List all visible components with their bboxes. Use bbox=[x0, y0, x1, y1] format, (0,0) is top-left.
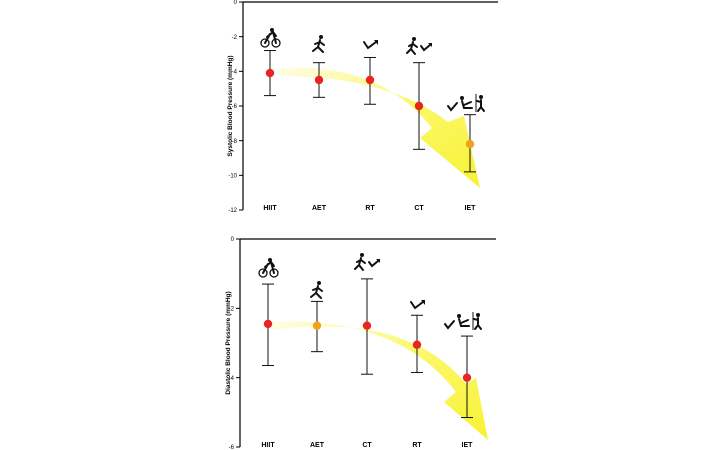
mean-point bbox=[314, 75, 324, 85]
y-tick-label: 0 bbox=[231, 237, 235, 243]
y-axis-label: Systolic Blood Pressure (mmHg) bbox=[227, 55, 234, 156]
error-bars bbox=[262, 278, 473, 419]
runner-strength-icon bbox=[406, 37, 432, 55]
x-tick-label: IET bbox=[465, 205, 477, 212]
cyclist-icon bbox=[258, 258, 279, 278]
strength-icon bbox=[363, 40, 378, 50]
mean-point bbox=[365, 75, 375, 85]
mean-points bbox=[265, 68, 475, 149]
runner-strength-icon bbox=[354, 253, 380, 271]
y-tick-label: -12 bbox=[228, 208, 237, 214]
mean-point bbox=[462, 373, 472, 382]
mean-point bbox=[265, 68, 275, 78]
y-axis-label: Diastolic Blood Pressure (mmHg) bbox=[225, 291, 232, 394]
x-tick-label: AET bbox=[310, 442, 325, 449]
x-tick-label: RT bbox=[412, 442, 422, 449]
mean-point bbox=[263, 319, 273, 329]
isometric-icon bbox=[447, 94, 485, 112]
x-tick-label: CT bbox=[414, 205, 424, 212]
x-tick-labels: HIIT AET RT CT IET bbox=[263, 205, 476, 212]
y-tick-label: -6 bbox=[229, 445, 235, 450]
y-tick-label: -10 bbox=[228, 174, 237, 180]
mean-point bbox=[362, 321, 372, 330]
x-tick-label: HIIT bbox=[261, 442, 275, 449]
mean-point bbox=[412, 340, 422, 349]
y-tick-label: -6 bbox=[232, 104, 238, 110]
error-bars bbox=[264, 50, 476, 173]
mean-point bbox=[465, 139, 475, 149]
y-ticks: 0 -2 -4 -6 -8 -10 -12 bbox=[228, 0, 243, 214]
x-tick-label: RT bbox=[365, 205, 375, 212]
runner-icon bbox=[310, 281, 323, 299]
systolic-panel: 0 -2 -4 -6 -8 -10 -12 HIIT AET RT CT IET Systolic … bbox=[227, 0, 498, 214]
diastolic-panel: 0 -2 -4 -6 HIIT AET CT RT IET Diastolic Blood P… bbox=[225, 237, 496, 450]
y-tick-label: -4 bbox=[229, 376, 235, 382]
x-tick-label: HIIT bbox=[263, 205, 277, 212]
exercise-icons bbox=[258, 253, 482, 330]
x-tick-label: AET bbox=[312, 205, 327, 212]
trend-arrow bbox=[272, 321, 488, 440]
mean-points bbox=[263, 319, 472, 382]
trend-arrow bbox=[280, 67, 480, 188]
y-tick-label: -2 bbox=[229, 307, 235, 313]
y-tick-label: -8 bbox=[232, 139, 238, 145]
mean-point bbox=[414, 101, 424, 111]
x-tick-label: IET bbox=[462, 442, 474, 449]
x-tick-labels: HIIT AET CT RT IET bbox=[261, 442, 473, 449]
x-tick-label: CT bbox=[362, 442, 372, 449]
runner-icon bbox=[312, 35, 325, 53]
strength-icon bbox=[410, 300, 425, 310]
y-tick-label: -2 bbox=[232, 35, 238, 41]
exercise-icons bbox=[260, 28, 485, 112]
mean-point bbox=[312, 321, 322, 330]
y-tick-label: 0 bbox=[234, 0, 238, 6]
y-tick-label: -4 bbox=[232, 70, 238, 76]
y-ticks: 0 -2 -4 -6 bbox=[229, 237, 240, 450]
cyclist-icon bbox=[260, 28, 281, 48]
isometric-icon bbox=[444, 312, 482, 330]
